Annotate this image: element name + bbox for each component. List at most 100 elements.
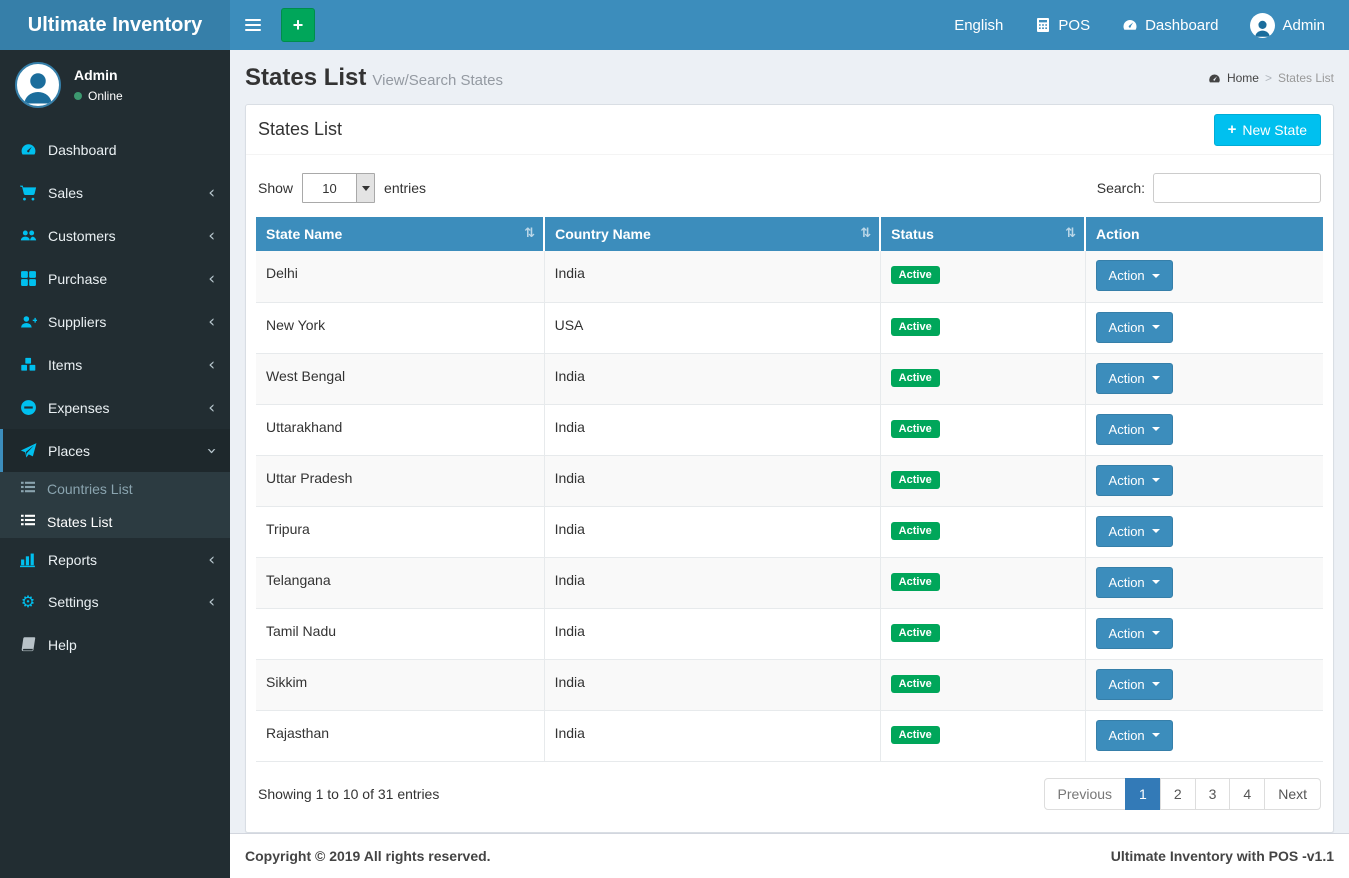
nav-user-menu[interactable]: Admin — [1234, 0, 1349, 50]
main-footer: Copyright © 2019 All rights reserved. Ul… — [230, 832, 1349, 878]
row-action-button[interactable]: Action — [1095, 719, 1173, 751]
row-action-button[interactable]: Action — [1095, 515, 1173, 547]
pagination-next[interactable]: Next — [1264, 777, 1321, 810]
row-action-button[interactable]: Action — [1095, 566, 1173, 598]
breadcrumb-home[interactable]: Home — [1226, 71, 1259, 85]
sidebar-item-customers[interactable]: Customers ‹ — [0, 214, 230, 257]
shopping-cart-icon — [18, 184, 38, 201]
column-header-action: Action — [1085, 217, 1323, 251]
table-row: Delhi India Active Action — [256, 251, 1323, 303]
sidebar-item-settings[interactable]: ⚙ Settings ‹ — [0, 581, 230, 623]
nav-dashboard[interactable]: Dashboard — [1106, 0, 1234, 50]
state-name-cell: New York — [256, 302, 545, 354]
country-name-cell: USA — [544, 302, 881, 354]
pagination-page-3[interactable]: 3 — [1194, 777, 1231, 810]
sidebar-item-countries-list[interactable]: Countries List — [0, 472, 230, 505]
user-plus-icon — [18, 313, 38, 330]
caret-down-icon — [1151, 325, 1160, 329]
table-row: New York USA Active Action — [256, 302, 1323, 354]
search-input[interactable] — [1153, 173, 1321, 203]
dashboard-icon — [1123, 20, 1137, 30]
table-row: West Bengal India Active Action — [256, 353, 1323, 405]
plus-icon: + — [292, 15, 304, 35]
sidebar-item-sales[interactable]: Sales ‹ — [0, 171, 230, 214]
sort-icon[interactable]: ⇅ — [860, 226, 872, 241]
nav-pos[interactable]: POS — [1019, 0, 1106, 50]
minus-circle-icon — [18, 399, 38, 416]
pagination-page-1[interactable]: 1 — [1125, 777, 1161, 810]
brand-logo[interactable]: Ultimate Inventory — [0, 0, 230, 50]
row-action-button[interactable]: Action — [1095, 617, 1173, 649]
country-name-cell: India — [544, 608, 881, 660]
page-length-select[interactable]: 10 — [302, 173, 376, 203]
state-name-cell: West Bengal — [256, 353, 545, 405]
sidebar-item-help[interactable]: Help — [0, 623, 230, 666]
state-name-cell: Sikkim — [256, 659, 545, 711]
row-action-button[interactable]: Action — [1095, 668, 1173, 700]
row-action-button[interactable]: Action — [1095, 362, 1173, 394]
sidebar-item-reports[interactable]: Reports ‹ — [0, 538, 230, 581]
pagination-page-2[interactable]: 2 — [1159, 777, 1196, 810]
calculator-icon — [1037, 18, 1050, 32]
states-list-panel: States List + New State Show 10 — [245, 104, 1334, 833]
breadcrumb: Home > States List — [1208, 71, 1334, 85]
sidebar-item-dashboard[interactable]: Dashboard — [0, 128, 230, 171]
breadcrumb-separator: > — [1264, 71, 1272, 85]
sidebar-item-states-list[interactable]: States List — [0, 505, 230, 538]
quick-add-button[interactable]: + — [281, 8, 315, 42]
row-action-button[interactable]: Action — [1095, 464, 1173, 496]
country-name-cell: India — [544, 710, 881, 762]
table-row: Uttarakhand India Active Action — [256, 404, 1323, 456]
row-action-button[interactable]: Action — [1095, 413, 1173, 445]
page-title: States List — [245, 64, 367, 91]
column-header-status[interactable]: Status ⇅ — [880, 217, 1087, 251]
sort-icon[interactable]: ⇅ — [1065, 226, 1077, 241]
chevron-left-icon: ‹ — [208, 268, 215, 289]
sidebar: Admin Online Dashboard Sales ‹ — [0, 50, 230, 878]
chevron-down-icon: ‹ — [201, 447, 222, 454]
panel-title: States List — [258, 119, 343, 139]
column-header-country-name[interactable]: Country Name ⇅ — [544, 217, 882, 251]
sidebar-toggle-icon[interactable] — [230, 0, 275, 50]
sidebar-item-expenses[interactable]: Expenses ‹ — [0, 386, 230, 429]
breadcrumb-current: States List — [1277, 71, 1334, 85]
pagination-previous[interactable]: Previous — [1043, 777, 1127, 810]
caret-down-icon — [1151, 478, 1160, 482]
main-header: Ultimate Inventory + English POS Dashboa… — [0, 0, 1349, 50]
status-badge: Active — [890, 419, 940, 438]
user-avatar — [1250, 12, 1276, 38]
country-name-cell: India — [544, 353, 881, 405]
sidebar-item-places[interactable]: Places ‹ — [0, 429, 230, 472]
sidebar-item-purchase[interactable]: Purchase ‹ — [0, 257, 230, 300]
status-badge: Active — [890, 317, 940, 336]
table-row: Sikkim India Active Action — [256, 659, 1323, 711]
caret-down-icon — [1151, 529, 1160, 533]
sort-icon[interactable]: ⇅ — [524, 226, 536, 241]
column-header-state-name[interactable]: State Name ⇅ — [256, 217, 546, 251]
top-navbar: + English POS Dashboard Admin — [230, 0, 1349, 50]
chevron-left-icon: ‹ — [208, 549, 215, 570]
row-action-button[interactable]: Action — [1095, 260, 1173, 291]
status-badge: Active — [890, 266, 940, 284]
country-name-cell: India — [544, 506, 881, 558]
online-status-icon — [74, 92, 82, 100]
paper-plane-icon — [18, 442, 38, 459]
country-name-cell: India — [544, 557, 881, 609]
chevron-left-icon: ‹ — [208, 311, 215, 332]
nav-language[interactable]: English — [954, 16, 1004, 34]
row-action-button[interactable]: Action — [1095, 311, 1173, 343]
status-badge: Active — [890, 470, 940, 489]
new-state-button[interactable]: + New State — [1213, 113, 1321, 146]
pagination-page-4[interactable]: 4 — [1229, 777, 1266, 810]
state-name-cell: Telangana — [256, 557, 545, 609]
sidebar-item-items[interactable]: Items ‹ — [0, 343, 230, 386]
dropdown-arrow-icon — [356, 174, 375, 202]
home-dashboard-icon — [1209, 73, 1220, 82]
sidebar-menu: Dashboard Sales ‹ Customers ‹ P — [0, 128, 230, 666]
user-avatar — [15, 62, 61, 108]
chevron-left-icon: ‹ — [208, 182, 215, 203]
sidebar-item-suppliers[interactable]: Suppliers ‹ — [0, 300, 230, 343]
country-name-cell: India — [544, 251, 881, 303]
status-badge: Active — [890, 623, 940, 642]
states-table: State Name ⇅ Country Name ⇅ Status ⇅ Action… — [256, 217, 1323, 762]
